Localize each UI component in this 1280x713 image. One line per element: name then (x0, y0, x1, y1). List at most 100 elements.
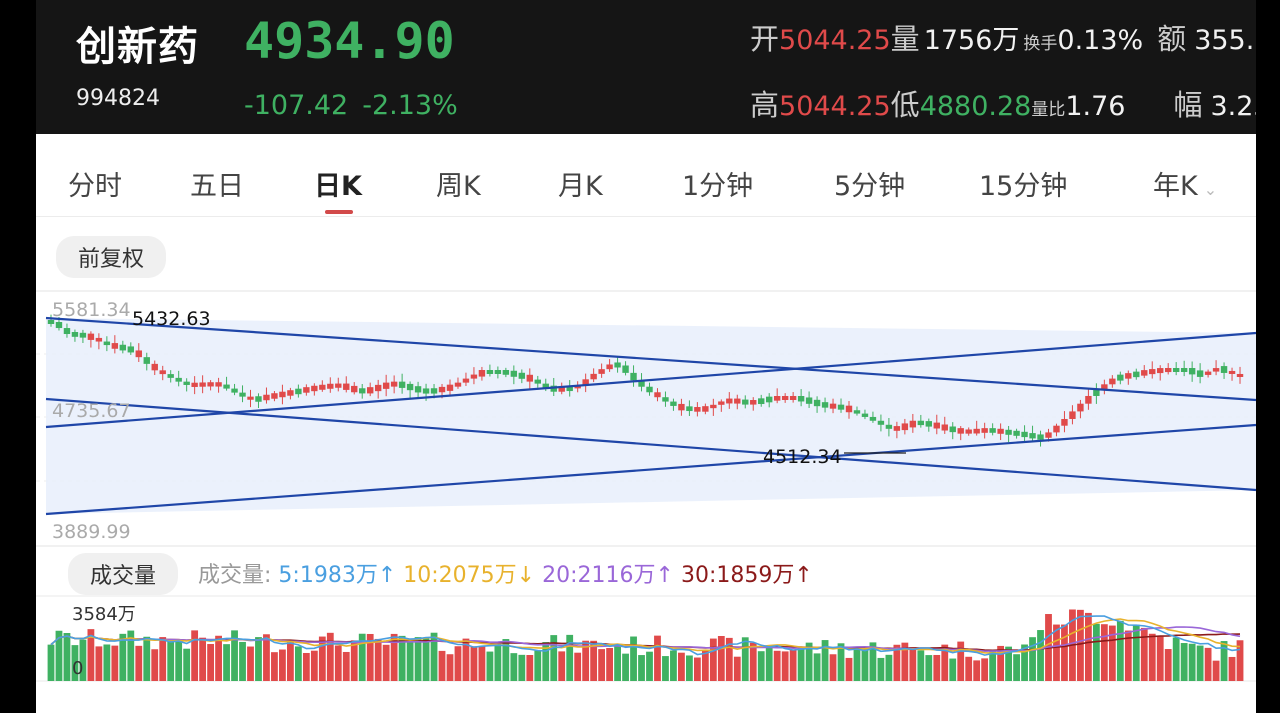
volume-bar (566, 634, 574, 681)
candle-body (901, 423, 909, 431)
volume-bar (478, 645, 486, 681)
candle-body (319, 384, 326, 390)
volume-bar (255, 637, 262, 681)
volume-bar (95, 646, 103, 681)
candle-body (1196, 370, 1204, 377)
volume-bar (733, 656, 741, 681)
volume-label: 量 (890, 22, 920, 56)
volume-bar (1156, 636, 1164, 681)
tab-5min[interactable]: 5分钟 (834, 171, 906, 202)
candle-body (1085, 395, 1092, 404)
tab-weekly-k[interactable]: 周K (436, 171, 481, 202)
volume-bar (725, 637, 733, 681)
candle-body (1117, 374, 1124, 381)
candle-body (1005, 429, 1012, 435)
volume-indicator-button[interactable]: 成交量 (68, 553, 179, 595)
volume-bar (997, 645, 1005, 681)
volume-bar (1220, 641, 1228, 681)
volume-bar (1212, 660, 1220, 681)
volume-bar (1124, 630, 1132, 681)
volume-bar (693, 657, 701, 681)
turnover-label: 换手 (1023, 34, 1058, 54)
volume-bar (741, 637, 749, 681)
candle-body (1180, 368, 1188, 372)
volume-bar (821, 640, 829, 681)
candle-body (335, 383, 342, 388)
candle-body (1045, 432, 1052, 438)
volume-bar (310, 650, 318, 681)
volume-bar (398, 635, 406, 681)
volume-bar (55, 630, 63, 681)
channel-fill (46, 318, 1256, 514)
candle-body (239, 392, 246, 397)
tab-timeshare[interactable]: 分时 (68, 171, 122, 202)
volume-bar (326, 632, 334, 681)
candle-body (821, 402, 829, 408)
candle-body (79, 332, 87, 338)
kline-chart[interactable]: 5581.34 4735.67 3889.99 5432.63 4512.34 … (36, 0, 1256, 713)
volume-bar (1188, 643, 1196, 681)
volume-bar (773, 650, 781, 681)
volume-bar (1180, 643, 1188, 681)
tab-yearly-k-label: 年K (1153, 171, 1198, 202)
candle-body (103, 341, 111, 346)
candle-body (1236, 373, 1244, 377)
volume-bar (422, 638, 430, 681)
tab-five-day[interactable]: 五日 (190, 171, 244, 202)
volume-bar (103, 644, 111, 681)
volume-bar (462, 638, 470, 681)
tab-monthly-k[interactable]: 月K (558, 171, 603, 202)
volume-bar (678, 652, 685, 681)
candle-body (143, 357, 150, 364)
adjust-toggle-button[interactable]: 前复权 (56, 236, 167, 278)
volume-bar (350, 640, 358, 681)
volume-bar (127, 630, 135, 681)
candle-body (454, 382, 462, 387)
volume-bar (342, 651, 350, 681)
candle-body (1157, 368, 1164, 374)
volume-bar (630, 636, 637, 681)
volume-bar (334, 645, 342, 681)
tab-15min[interactable]: 15分钟 (979, 171, 1068, 202)
volume-bar (606, 647, 613, 681)
volume-ma10-value: 10:2075万↓ (403, 563, 536, 588)
ratio-label: 量比 (1031, 100, 1066, 120)
candle-body (726, 398, 733, 404)
trend-line-lower-desc (45, 397, 1256, 492)
open-label: 开 (750, 22, 780, 56)
candle-body (694, 407, 701, 412)
volume-bar (406, 642, 414, 681)
candle-body (135, 350, 142, 358)
candle-body (287, 390, 294, 396)
candle-body (678, 403, 685, 411)
candle-body (263, 394, 270, 401)
volume-bar (167, 640, 175, 681)
candle-body (1037, 434, 1044, 440)
stats-row-2: 高5044.25低4880.28量比1.76 幅3.25% (750, 82, 1256, 124)
tab-1min[interactable]: 1分钟 (682, 171, 754, 202)
volume-bar (231, 630, 238, 681)
volume-bar (662, 656, 669, 681)
volume-bar (1172, 637, 1180, 681)
tab-daily-k[interactable]: 日K (314, 171, 362, 202)
volume-bar (1116, 620, 1124, 681)
volume-ma5-line (50, 615, 1241, 656)
tab-yearly-k[interactable]: 年K ⌄ (1153, 164, 1217, 203)
volume-bar (1204, 647, 1212, 681)
volume-bar (1077, 609, 1084, 681)
volume-bar (1164, 649, 1172, 681)
volume-bar (917, 650, 925, 681)
candle-body (1029, 433, 1036, 439)
candle-body (406, 383, 414, 391)
volume-bar (470, 646, 478, 681)
candle-body (167, 374, 174, 378)
candle-body (1141, 370, 1148, 376)
candle-body (965, 429, 972, 434)
candle-body (949, 426, 956, 433)
candle-body (247, 396, 254, 400)
candle-body (606, 364, 613, 370)
high-annotation: 5432.63 (132, 308, 211, 330)
volume-bar (709, 638, 717, 681)
candle-body (893, 426, 901, 431)
candle-body (662, 397, 669, 402)
